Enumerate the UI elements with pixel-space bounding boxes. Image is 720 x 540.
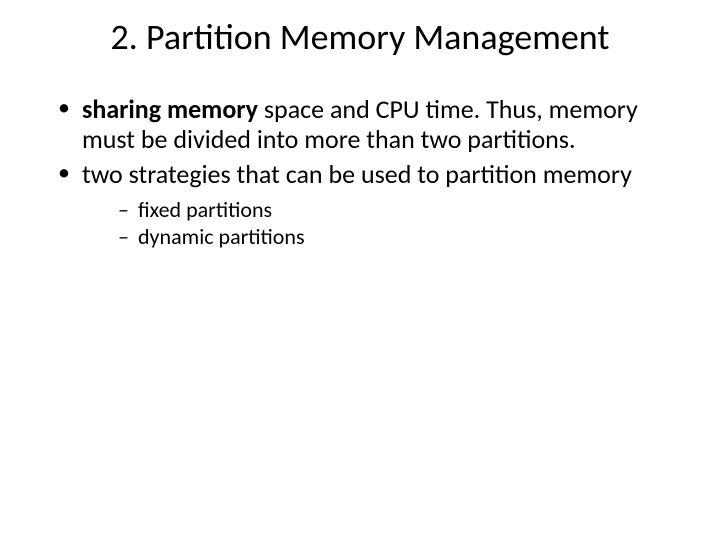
- slide: 2. Partition Memory Management sharing m…: [0, 0, 720, 540]
- slide-title: 2. Partition Memory Management: [34, 18, 686, 58]
- bullet-bold-lead: sharing memory: [82, 93, 258, 125]
- sub-bullet-item: dynamic partitions: [122, 223, 686, 251]
- bullet-item: two strategies that can be used to parti…: [62, 159, 686, 251]
- sub-bullet-text: dynamic partitions: [138, 223, 305, 250]
- bullet-item: sharing memory space and CPU time. Thus,…: [62, 94, 686, 155]
- bullet-list: sharing memory space and CPU time. Thus,…: [34, 94, 686, 251]
- sub-bullet-item: fixed partitions: [122, 196, 686, 224]
- sub-bullet-list: fixed partitions dynamic partitions: [82, 196, 686, 251]
- sub-bullet-text: fixed partitions: [138, 196, 272, 223]
- bullet-text: two strategies that can be used to parti…: [82, 158, 632, 190]
